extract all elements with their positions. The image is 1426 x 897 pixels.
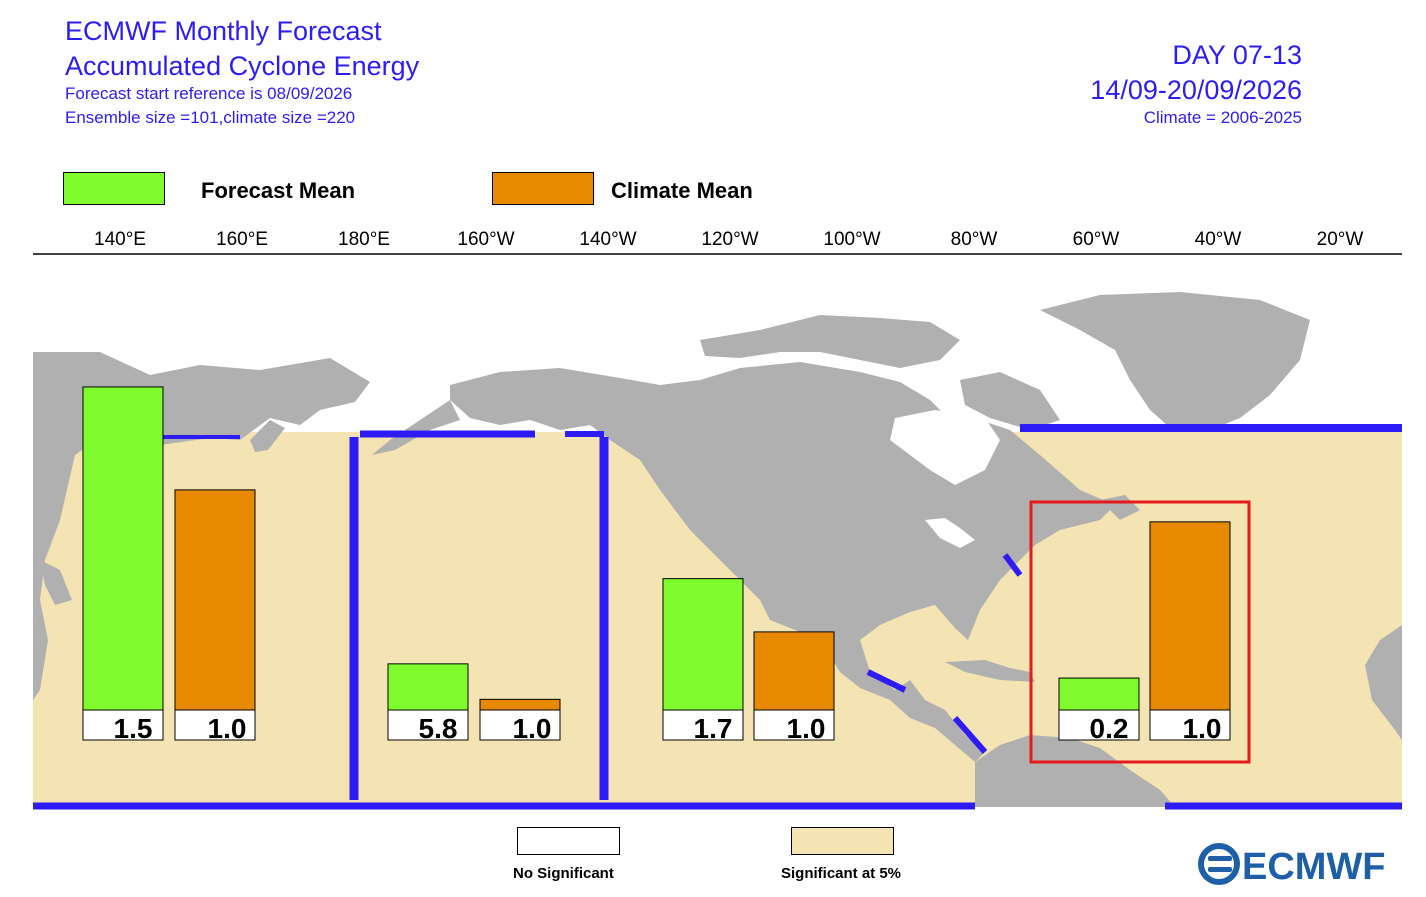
great-lakes: [925, 518, 975, 548]
climate-value-label: 1.0: [208, 713, 247, 744]
significant-legend-swatch: [791, 827, 894, 855]
forecast-mean-bar: [1058, 677, 1140, 711]
logo-text: ECMWF: [1242, 846, 1386, 885]
kamchatka: [250, 420, 285, 452]
climate-value-label: 1.0: [1183, 713, 1222, 744]
longitude-tick-label: 160°W: [457, 229, 514, 250]
ace-bars: 1.5 1.0 5.8 1.0 1.7 1.0 0.2 1.0: [82, 386, 1231, 744]
caribbean-islands: [945, 660, 1035, 682]
climate-mean-bar: [174, 489, 256, 711]
forecast-value-label: 1.7: [694, 713, 733, 744]
chart-title-line1: ECMWF Monthly Forecast: [65, 16, 382, 46]
no-significant-label: No Significant: [513, 865, 614, 882]
longitude-tick-label: 180°E: [338, 229, 390, 250]
longitude-tick-label: 60°W: [1073, 229, 1120, 250]
forecast-value-label: 5.8: [419, 713, 458, 744]
climate-period: Climate = 2006-2025: [1143, 108, 1302, 127]
forecast-mean-bar: [662, 578, 744, 711]
greenland: [1040, 292, 1310, 432]
forecast-mean-legend-label: Forecast Mean: [201, 178, 356, 203]
climate-mean-bar: [1149, 521, 1231, 711]
coast-highlight: [1002, 553, 1023, 577]
climate-mean-legend-swatch: [492, 172, 594, 205]
day-range: DAY 07-13: [1172, 40, 1302, 70]
climate-value-box: [753, 709, 835, 741]
africa-bulge: [1365, 625, 1402, 740]
coast-highlight: [952, 716, 988, 754]
forecast-mean-bar: [387, 663, 469, 711]
climate-value-box: [1149, 709, 1231, 741]
significant-label: Significant at 5%: [781, 865, 902, 882]
forecast-value-box: [387, 709, 469, 741]
longitude-tick-label: 140°W: [579, 229, 636, 250]
climate-value-box: [174, 709, 256, 741]
forecast-value-box: [82, 709, 164, 741]
forecast-start-reference: Forecast start reference is 08/09/2026: [65, 84, 353, 103]
japan-islands: [40, 560, 72, 605]
highlight-box: [1029, 500, 1251, 764]
south-america: [975, 735, 1175, 807]
longitude-tick-label: 80°W: [951, 229, 998, 250]
longitude-tick-label: 100°W: [823, 229, 880, 250]
arctic-islands: [700, 315, 960, 368]
climate-value-label: 1.0: [513, 713, 552, 744]
chart-title-line2: Accumulated Cyclone Energy: [65, 51, 420, 81]
longitude-tick-label: 140°E: [94, 229, 146, 250]
hudson-bay: [890, 410, 1000, 485]
longitude-tick-label: 120°W: [701, 229, 758, 250]
alaska-peninsula: [372, 400, 460, 455]
forecast-mean-legend-swatch: [63, 172, 165, 205]
climate-mean-bar: [753, 631, 835, 711]
basin-boundaries: [33, 424, 1402, 810]
climate-value-label: 1.0: [787, 713, 826, 744]
longitude-tick-label: 40°W: [1195, 229, 1242, 250]
ecmwf-logo: ECMWF: [1198, 843, 1386, 885]
asia-landmass: [33, 352, 370, 700]
ensemble-size: Ensemble size =101,climate size =220: [65, 108, 356, 127]
forecast-value-box: [662, 709, 744, 741]
forecast-value-label: 1.5: [114, 713, 153, 744]
longitude-axis: 140°E 160°E 180°E 160°W 140°W 120°W 100°W 80°W 6…: [94, 229, 1363, 250]
forecast-value-label: 0.2: [1090, 713, 1129, 744]
climate-mean-bar: [479, 698, 561, 711]
climate-value-box: [479, 709, 561, 741]
forecast-mean-bar: [82, 386, 164, 711]
longitude-tick-label: 20°W: [1317, 229, 1364, 250]
baffin-island: [960, 372, 1060, 430]
longitude-tick-label: 160°E: [216, 229, 268, 250]
coast-highlight: [866, 669, 907, 693]
climate-mean-legend-label: Climate Mean: [611, 178, 753, 203]
forecast-value-box: [1058, 709, 1140, 741]
date-range: 14/09-20/09/2026: [1090, 75, 1302, 105]
no-significant-legend-swatch: [517, 827, 620, 855]
